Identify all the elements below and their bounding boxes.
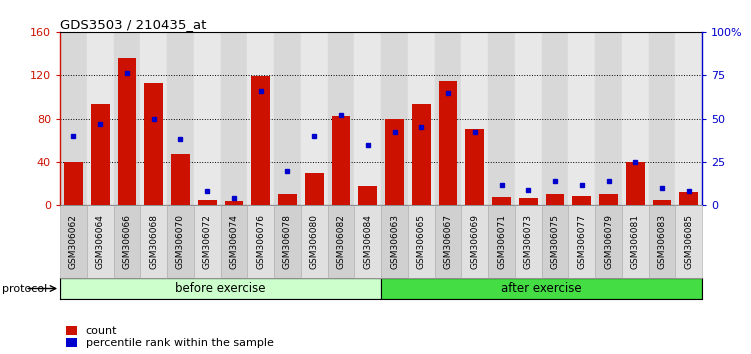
Bar <box>492 197 511 205</box>
Bar <box>385 119 404 205</box>
Bar <box>519 198 538 205</box>
Bar <box>64 162 83 205</box>
Text: GSM306073: GSM306073 <box>523 214 532 269</box>
Bar <box>198 200 216 205</box>
Text: GSM306069: GSM306069 <box>470 214 479 269</box>
Text: GSM306077: GSM306077 <box>578 214 587 269</box>
Text: GSM306085: GSM306085 <box>684 214 693 269</box>
Bar <box>435 32 461 205</box>
Bar <box>649 32 675 205</box>
Bar <box>140 32 167 205</box>
Text: GSM306066: GSM306066 <box>122 214 131 269</box>
Bar <box>488 32 515 205</box>
Text: GSM306071: GSM306071 <box>497 214 506 269</box>
Bar <box>91 104 110 205</box>
Bar <box>466 130 484 205</box>
Bar <box>626 162 644 205</box>
Bar <box>412 104 430 205</box>
Bar <box>118 58 137 205</box>
Text: GSM306083: GSM306083 <box>658 214 667 269</box>
Bar <box>541 32 569 205</box>
Text: GSM306078: GSM306078 <box>283 214 292 269</box>
Bar <box>596 32 622 205</box>
Bar <box>439 81 457 205</box>
Bar <box>305 173 324 205</box>
Text: GSM306063: GSM306063 <box>390 214 399 269</box>
Text: after exercise: after exercise <box>502 282 582 295</box>
Text: GSM306064: GSM306064 <box>95 214 104 269</box>
Bar <box>60 32 87 205</box>
Text: GSM306065: GSM306065 <box>417 214 426 269</box>
Bar <box>653 200 671 205</box>
Bar <box>221 32 247 205</box>
Text: GSM306075: GSM306075 <box>550 214 559 269</box>
Bar <box>382 278 702 299</box>
Bar <box>599 194 618 205</box>
Text: GSM306076: GSM306076 <box>256 214 265 269</box>
Text: GSM306082: GSM306082 <box>336 214 345 269</box>
Text: GDS3503 / 210435_at: GDS3503 / 210435_at <box>60 18 207 31</box>
Bar <box>354 32 381 205</box>
Bar <box>87 32 113 205</box>
Bar <box>461 32 488 205</box>
Bar <box>546 194 565 205</box>
Bar <box>171 154 190 205</box>
Text: GSM306072: GSM306072 <box>203 214 212 269</box>
Bar <box>274 32 301 205</box>
Bar <box>515 32 541 205</box>
Bar <box>408 32 435 205</box>
Text: GSM306084: GSM306084 <box>363 214 372 269</box>
Text: GSM306081: GSM306081 <box>631 214 640 269</box>
Bar <box>327 32 354 205</box>
Text: GSM306070: GSM306070 <box>176 214 185 269</box>
Bar <box>113 32 140 205</box>
Text: protocol: protocol <box>2 284 47 293</box>
Text: GSM306074: GSM306074 <box>230 214 239 269</box>
Bar <box>247 32 274 205</box>
Bar <box>382 32 408 205</box>
Text: GSM306079: GSM306079 <box>604 214 613 269</box>
Bar <box>358 186 377 205</box>
Bar <box>675 32 702 205</box>
Bar <box>680 192 698 205</box>
Bar <box>332 116 351 205</box>
Bar <box>60 278 382 299</box>
Bar <box>194 32 221 205</box>
Bar <box>622 32 649 205</box>
Text: GSM306080: GSM306080 <box>309 214 318 269</box>
Bar <box>144 83 163 205</box>
Legend: count, percentile rank within the sample: count, percentile rank within the sample <box>65 326 273 348</box>
Bar <box>225 201 243 205</box>
Text: GSM306067: GSM306067 <box>444 214 453 269</box>
Bar <box>252 76 270 205</box>
Bar <box>301 32 327 205</box>
Text: GSM306062: GSM306062 <box>69 214 78 269</box>
Text: before exercise: before exercise <box>175 282 266 295</box>
Text: GSM306068: GSM306068 <box>149 214 158 269</box>
Bar <box>278 194 297 205</box>
Bar <box>569 32 596 205</box>
Bar <box>572 195 591 205</box>
Bar <box>167 32 194 205</box>
